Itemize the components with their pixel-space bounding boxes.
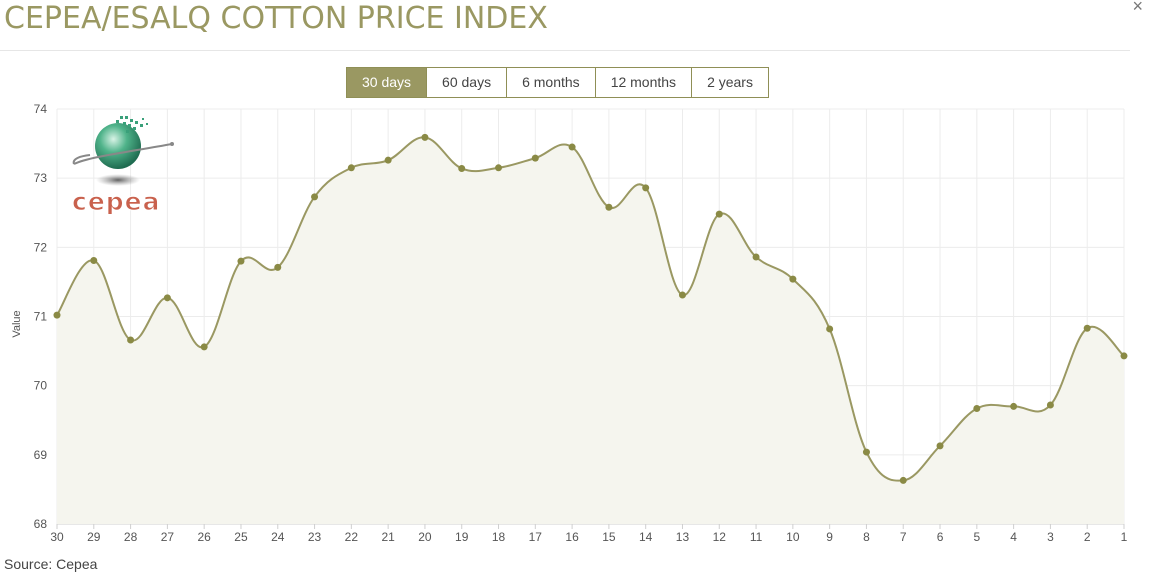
tab-30-days[interactable]: 30 days: [347, 68, 427, 97]
cepea-logo: cepea: [72, 116, 174, 214]
x-tick-label: 15: [602, 530, 616, 544]
data-point[interactable]: [936, 442, 944, 450]
data-point[interactable]: [53, 311, 61, 319]
x-tick-label: 19: [455, 530, 469, 544]
data-point[interactable]: [531, 154, 539, 162]
y-tick-label: 71: [34, 310, 48, 324]
data-point[interactable]: [90, 256, 98, 264]
data-point[interactable]: [752, 253, 760, 261]
page-title: CEPEA/ESALQ COTTON PRICE INDEX: [4, 1, 548, 36]
range-tabs: 30 days 60 days 6 months 12 months 2 yea…: [346, 67, 769, 98]
data-point[interactable]: [237, 257, 245, 265]
y-tick-label: 68: [34, 517, 48, 531]
data-point[interactable]: [347, 164, 355, 172]
data-point[interactable]: [826, 325, 834, 333]
x-tick-label: 13: [676, 530, 690, 544]
x-tick-label: 9: [826, 530, 833, 544]
y-tick-label: 70: [34, 379, 48, 393]
tab-6-months[interactable]: 6 months: [506, 68, 595, 97]
series-points: [53, 133, 1128, 484]
data-point[interactable]: [642, 184, 650, 192]
x-tick-label: 4: [1010, 530, 1017, 544]
tab-60-days[interactable]: 60 days: [426, 68, 507, 97]
data-point[interactable]: [1010, 402, 1018, 410]
x-tick-label: 22: [345, 530, 359, 544]
y-tick-label: 69: [34, 448, 48, 462]
y-axis-ticks: 68 69 70 71 72 73 74: [34, 102, 48, 531]
data-point[interactable]: [274, 263, 282, 271]
data-point[interactable]: [127, 336, 135, 344]
x-tick-label: 26: [197, 530, 211, 544]
data-point[interactable]: [421, 133, 429, 141]
x-tick-label: 17: [529, 530, 543, 544]
x-tick-label: 11: [750, 530, 763, 544]
data-point[interactable]: [715, 210, 723, 218]
y-tick-label: 73: [34, 171, 48, 185]
data-point[interactable]: [1083, 324, 1091, 332]
data-point[interactable]: [495, 164, 503, 172]
data-point[interactable]: [862, 448, 870, 456]
x-tick-label: 7: [900, 530, 907, 544]
y-tick-label: 72: [34, 240, 48, 254]
x-tick-label: 6: [937, 530, 944, 544]
data-point[interactable]: [678, 291, 686, 299]
data-point[interactable]: [311, 193, 319, 201]
tab-12-months[interactable]: 12 months: [594, 68, 692, 97]
y-tick-label: 74: [34, 102, 48, 116]
close-icon[interactable]: ×: [1132, 0, 1143, 16]
x-tick-label: 5: [973, 530, 980, 544]
tab-2-years[interactable]: 2 years: [691, 68, 768, 97]
x-axis-ticks: 30 29 28 27 26 25 24 23 22 21 20 19 18 17 16 15 14 13 12 11…: [50, 524, 1128, 544]
x-tick-label: 14: [639, 530, 653, 544]
x-tick-label: 20: [418, 530, 432, 544]
series-area: [57, 137, 1124, 524]
x-tick-label: 30: [50, 530, 64, 544]
x-tick-label: 12: [713, 530, 727, 544]
data-point[interactable]: [568, 143, 576, 151]
data-point[interactable]: [973, 404, 981, 412]
x-tick-label: 24: [271, 530, 285, 544]
title-divider: [0, 50, 1130, 51]
data-point[interactable]: [789, 275, 797, 283]
x-tick-label: 1: [1121, 530, 1128, 544]
x-tick-label: 8: [863, 530, 870, 544]
x-tick-label: 3: [1047, 530, 1054, 544]
data-point[interactable]: [1120, 352, 1128, 360]
x-tick-label: 10: [786, 530, 800, 544]
x-tick-label: 2: [1084, 530, 1091, 544]
x-tick-label: 16: [565, 530, 579, 544]
x-tick-label: 28: [124, 530, 138, 544]
data-point[interactable]: [163, 294, 171, 302]
x-tick-label: 18: [492, 530, 506, 544]
data-point[interactable]: [605, 203, 613, 211]
x-tick-label: 21: [381, 530, 395, 544]
y-axis-label: Value: [11, 310, 23, 337]
data-point[interactable]: [384, 156, 392, 164]
data-point[interactable]: [200, 343, 208, 351]
source-note: Source: Cepea: [4, 556, 98, 572]
x-tick-label: 23: [308, 530, 322, 544]
x-tick-label: 27: [161, 530, 175, 544]
cepea-logo-text: cepea: [72, 187, 161, 214]
x-tick-label: 25: [234, 530, 248, 544]
data-point[interactable]: [458, 164, 466, 172]
data-point[interactable]: [1046, 401, 1054, 409]
data-point[interactable]: [899, 476, 907, 484]
x-tick-label: 29: [87, 530, 101, 544]
